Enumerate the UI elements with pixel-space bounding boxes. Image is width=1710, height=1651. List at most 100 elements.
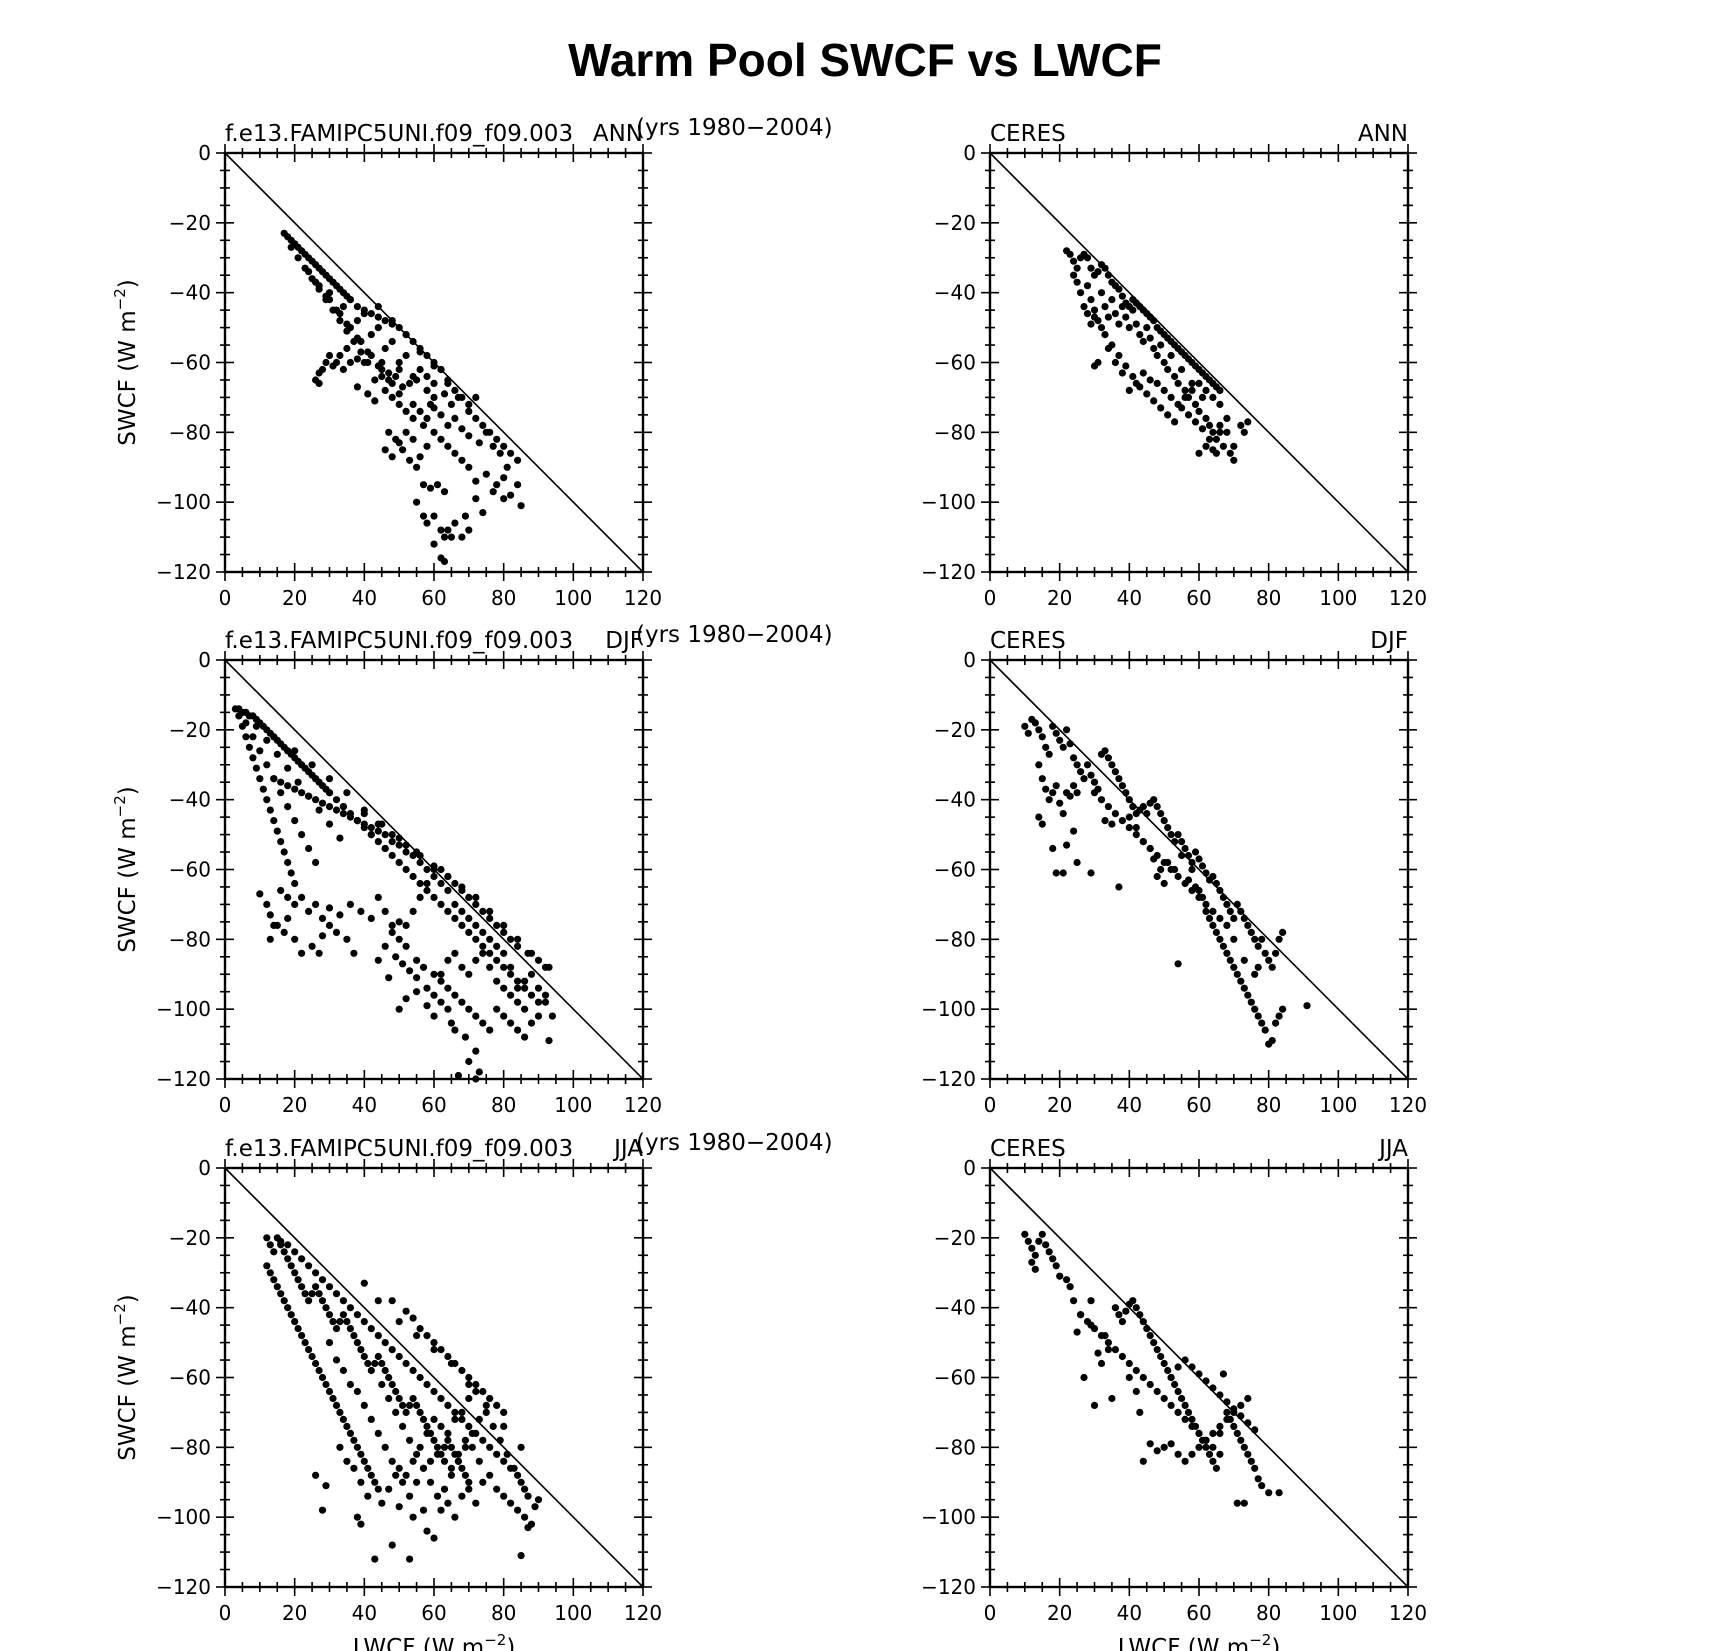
data-point <box>360 1401 368 1409</box>
data-point <box>1251 1005 1259 1013</box>
data-point <box>1240 1499 1248 1507</box>
data-point <box>1087 1297 1095 1305</box>
data-point <box>291 1248 299 1256</box>
x-tick-label: 40 <box>1117 1601 1142 1625</box>
data-point <box>332 306 341 314</box>
data-point <box>1101 303 1109 311</box>
data-point <box>423 886 431 895</box>
data-point <box>1097 289 1106 297</box>
data-point <box>500 928 508 937</box>
data-point <box>1275 935 1283 943</box>
data-point <box>402 995 410 1003</box>
data-point <box>364 348 372 356</box>
data-point <box>325 1387 334 1396</box>
data-point <box>433 1443 442 1451</box>
y-tick-label: −60 <box>934 858 976 882</box>
data-point <box>1188 886 1196 895</box>
data-point <box>336 911 344 919</box>
data-point <box>339 1311 347 1319</box>
data-point <box>1132 320 1140 328</box>
data-point <box>1129 306 1137 314</box>
data-point <box>1052 729 1060 737</box>
data-point <box>1038 1230 1046 1238</box>
data-point <box>1153 351 1161 360</box>
data-point <box>1090 306 1099 314</box>
data-point <box>406 967 414 975</box>
data-point <box>1265 1489 1273 1497</box>
data-point <box>360 810 368 818</box>
data-point <box>388 921 396 930</box>
data-point <box>336 1318 344 1326</box>
data-point <box>367 824 375 832</box>
data-point <box>284 893 292 902</box>
y-tick-label: −60 <box>169 858 211 882</box>
data-point <box>305 268 313 276</box>
data-point <box>1125 813 1133 821</box>
data-point <box>451 949 459 957</box>
data-point <box>1035 761 1043 769</box>
data-point <box>479 1019 487 1027</box>
data-point <box>1097 324 1106 332</box>
data-point <box>1104 313 1112 321</box>
y-tick-label: −60 <box>169 351 211 375</box>
data-point <box>458 921 466 930</box>
data-point <box>514 942 522 950</box>
data-point <box>360 358 368 367</box>
data-point <box>263 736 271 744</box>
data-point <box>284 1241 292 1249</box>
data-point <box>1167 351 1175 360</box>
data-point <box>444 907 452 916</box>
y-tick-label: −40 <box>934 788 976 812</box>
data-point <box>1178 1394 1186 1403</box>
data-point <box>430 1339 438 1347</box>
data-point <box>534 998 543 1006</box>
data-point <box>1153 803 1161 811</box>
data-point <box>315 1366 323 1375</box>
data-point <box>374 838 382 846</box>
data-point <box>381 942 389 950</box>
data-point <box>1216 1429 1224 1437</box>
data-point <box>1157 1352 1165 1361</box>
data-point <box>1209 393 1217 401</box>
data-point <box>472 1012 480 1020</box>
x-tick-label: 60 <box>1186 586 1211 610</box>
data-point <box>1132 1304 1140 1312</box>
data-point <box>367 331 375 339</box>
y-axis-title: SWCF (W m−2) <box>111 1294 141 1460</box>
data-point <box>392 372 400 381</box>
data-point <box>521 1005 529 1013</box>
data-point <box>1195 893 1203 902</box>
data-point <box>1108 761 1116 769</box>
data-point <box>325 351 334 360</box>
data-point <box>437 526 445 534</box>
scatter-panel-4: 0 20 40 60 80 100 120 0 −20 −40 −60 −80 −100 −120 CERE… <box>921 628 1427 1117</box>
data-point <box>406 456 414 464</box>
data-point <box>1042 1241 1050 1249</box>
data-point <box>360 1279 368 1287</box>
data-point <box>419 1464 428 1472</box>
data-point <box>444 886 452 895</box>
data-point <box>433 481 442 489</box>
data-point <box>1049 844 1057 853</box>
data-point <box>318 932 327 940</box>
data-point <box>322 1482 330 1490</box>
data-point <box>1244 1394 1252 1403</box>
data-point <box>426 484 435 492</box>
data-point <box>353 383 361 391</box>
data-point <box>381 831 389 839</box>
data-point <box>479 928 487 937</box>
data-point <box>413 956 421 964</box>
data-point <box>294 254 302 262</box>
data-point <box>521 984 529 992</box>
tick-marks <box>981 144 1417 581</box>
data-point <box>385 1373 393 1382</box>
y-tick-label: 0 <box>198 141 211 165</box>
data-point <box>1195 886 1203 895</box>
data-point <box>458 456 466 464</box>
data-point <box>1087 869 1095 877</box>
data-point <box>423 1332 431 1340</box>
data-point <box>325 921 334 930</box>
data-point <box>447 1464 455 1472</box>
data-point <box>325 904 334 912</box>
y-tick-label: −80 <box>934 420 976 444</box>
